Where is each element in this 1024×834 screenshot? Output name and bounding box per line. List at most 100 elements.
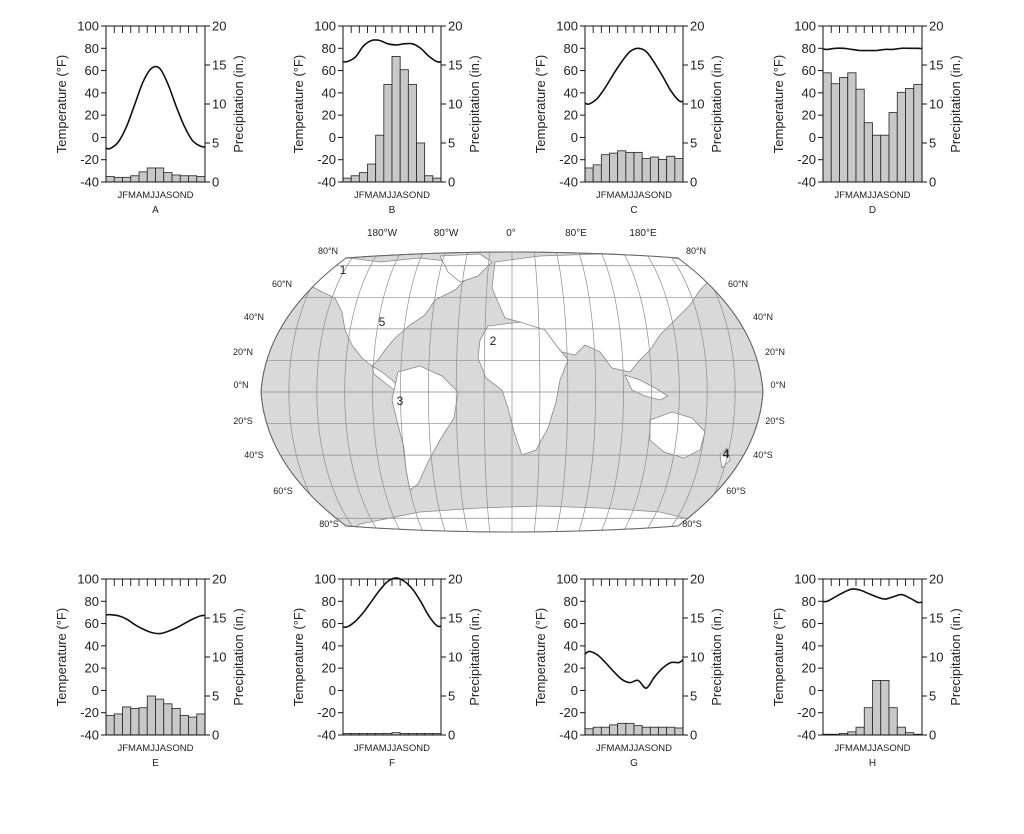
month-axis-label: JFMAMJJASOND xyxy=(118,190,194,201)
temp-tick-label: 0 xyxy=(329,683,336,698)
temp-tick-label: -20 xyxy=(80,705,99,720)
temp-tick-label: 20 xyxy=(322,108,336,123)
precipitation-bar xyxy=(171,174,181,183)
precipitation-bar xyxy=(888,707,898,736)
precipitation-axis-label: Precipitation (in.) xyxy=(467,55,482,153)
precipitation-axis-label: Precipitation (in.) xyxy=(948,608,963,706)
map-lat-left-20n: 20°N xyxy=(233,347,253,357)
precipitation-bar xyxy=(658,158,668,183)
temp-tick-label: 40 xyxy=(85,638,99,653)
climatograph-G: 100 80 60 40 20 0 -20 -40 20 15 10 5 0 Temperature (°… xyxy=(533,572,724,770)
precip-tick-label: 0 xyxy=(690,175,697,190)
temperature-axis-label: Temperature (°F) xyxy=(771,608,786,706)
temp-tick-label: 60 xyxy=(322,63,336,78)
precipitation-axis-label: Precipitation (in.) xyxy=(467,608,482,706)
temp-tick-label: 20 xyxy=(564,661,578,676)
precipitation-bar xyxy=(625,722,635,736)
precipitation-bar xyxy=(416,142,426,183)
precipitation-bar xyxy=(666,155,676,183)
map-lat-left-60s: 60°S xyxy=(273,486,293,496)
meridian-line xyxy=(483,252,491,532)
precipitation-bar xyxy=(674,727,684,736)
temp-tick-label: 100 xyxy=(556,572,578,587)
map-lon-label-180e: 180°E xyxy=(629,228,657,239)
precipitation-bar xyxy=(649,726,659,736)
precipitation-bar xyxy=(666,726,676,736)
temp-tick-label: 60 xyxy=(322,616,336,631)
map-lon-label-0: 0° xyxy=(506,228,516,239)
precipitation-bar xyxy=(138,171,148,183)
map-marker-3: 3 xyxy=(397,394,404,408)
temp-tick-label: -40 xyxy=(80,728,99,743)
map-lat-left-20s: 20°S xyxy=(233,416,253,426)
precipitation-bar xyxy=(872,134,882,183)
precipitation-bar xyxy=(179,175,189,183)
precipitation-bar xyxy=(138,707,148,736)
meridian-line xyxy=(687,252,736,532)
climatograph-B: 100 80 60 40 20 0 -20 -40 20 15 10 5 0 Temperature (°… xyxy=(291,19,482,217)
precipitation-bar xyxy=(872,680,882,736)
temp-tick-label: -40 xyxy=(317,175,336,190)
precipitation-bar xyxy=(171,708,181,736)
precip-tick-label: 5 xyxy=(929,136,936,151)
temp-tick-label: 100 xyxy=(556,19,578,34)
precip-tick-label: 10 xyxy=(212,650,226,665)
meridian-line xyxy=(288,252,337,532)
temperature-axis-label: Temperature (°F) xyxy=(54,55,69,153)
temp-tick-label: 20 xyxy=(564,108,578,123)
map-marker-2: 2 xyxy=(490,334,497,348)
precipitation-bar xyxy=(146,695,156,736)
temp-tick-label: -20 xyxy=(317,152,336,167)
map-land-south-america xyxy=(391,365,459,491)
precip-tick-label: 20 xyxy=(448,19,462,34)
meridian-line xyxy=(455,252,469,532)
precip-tick-label: 15 xyxy=(448,611,462,626)
precipitation-bar xyxy=(592,726,602,736)
precipitation-bar xyxy=(342,177,352,183)
precipitation-bar xyxy=(855,88,865,183)
precipitation-bar xyxy=(155,167,165,183)
temp-tick-label: -20 xyxy=(80,152,99,167)
precipitation-bar xyxy=(407,84,417,183)
precipitation-bar xyxy=(424,175,434,183)
precip-tick-label: 5 xyxy=(212,689,219,704)
precipitation-bar xyxy=(130,175,140,183)
meridian-line xyxy=(533,252,541,532)
temperature-line xyxy=(584,650,684,689)
panel-label: A xyxy=(152,205,159,216)
precipitation-bar xyxy=(383,84,393,183)
temp-tick-label: 80 xyxy=(322,594,336,609)
temp-tick-label: 60 xyxy=(802,63,816,78)
panel-label: E xyxy=(152,758,159,769)
precip-tick-label: 10 xyxy=(448,97,462,112)
meridian-line xyxy=(577,252,597,532)
temp-tick-label: -40 xyxy=(797,728,816,743)
precip-tick-label: 0 xyxy=(929,175,936,190)
precipitation-axis-label: Precipitation (in.) xyxy=(948,55,963,153)
temp-tick-label: 0 xyxy=(92,683,99,698)
temp-tick-label: 100 xyxy=(77,19,99,34)
temperature-line xyxy=(342,39,442,63)
panel-label: B xyxy=(389,205,396,216)
precipitation-bar xyxy=(196,713,206,736)
precip-tick-label: 0 xyxy=(690,728,697,743)
precipitation-bar xyxy=(155,698,165,736)
precip-tick-label: 5 xyxy=(690,689,697,704)
precipitation-bar xyxy=(625,151,635,183)
temperature-line xyxy=(105,65,206,150)
meridian-line xyxy=(599,252,624,532)
map-lat-right-80n: 80°N xyxy=(686,246,706,256)
precipitation-bar xyxy=(822,72,832,183)
temp-tick-label: -40 xyxy=(797,175,816,190)
temp-tick-label: 20 xyxy=(802,661,816,676)
map-lat-right-80s: 80°S xyxy=(682,519,702,529)
map-lon-label-180w: 180°W xyxy=(367,228,398,239)
precipitation-bar xyxy=(196,176,206,183)
precipitation-bar xyxy=(888,112,898,183)
month-axis-label: JFMAMJJASOND xyxy=(596,743,672,754)
precipitation-bar xyxy=(913,84,923,183)
temp-tick-label: 100 xyxy=(794,19,816,34)
precip-tick-label: 10 xyxy=(690,97,704,112)
map-graticule xyxy=(261,252,763,532)
map-lat-right-0n: 0°N xyxy=(770,380,785,390)
